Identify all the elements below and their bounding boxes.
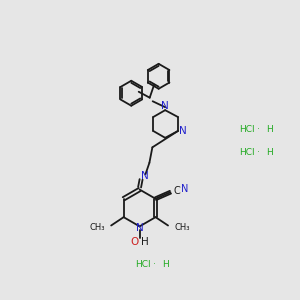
Text: HCl: HCl (239, 125, 255, 134)
Text: H: H (266, 148, 273, 158)
Text: ·: · (257, 148, 260, 158)
Text: N: N (178, 126, 186, 136)
Text: N: N (181, 184, 188, 194)
Text: H: H (266, 125, 273, 134)
Text: ·: · (257, 125, 260, 134)
Text: CH₃: CH₃ (175, 223, 190, 232)
Text: C: C (174, 186, 181, 196)
Text: ·: · (153, 260, 156, 269)
Text: HCl: HCl (239, 148, 255, 158)
Text: N: N (141, 171, 148, 181)
Text: O: O (130, 236, 139, 247)
Text: CH₃: CH₃ (89, 223, 105, 232)
Text: H: H (162, 260, 169, 269)
Text: H: H (141, 236, 149, 247)
Text: N: N (136, 224, 144, 233)
Text: HCl: HCl (135, 260, 151, 269)
Text: N: N (161, 101, 169, 111)
